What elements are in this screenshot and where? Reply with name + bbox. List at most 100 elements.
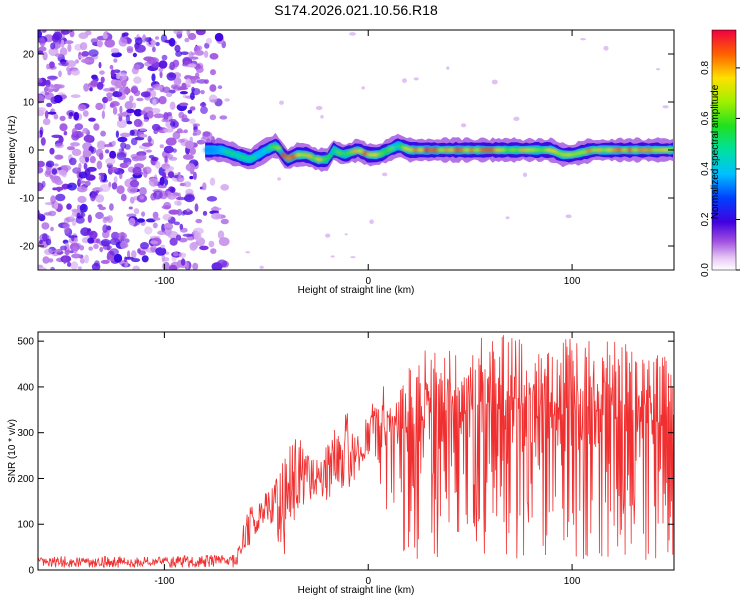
noise-blob	[133, 118, 143, 128]
ridge-mark	[478, 147, 486, 153]
noise-blob	[71, 127, 77, 136]
noise-blob	[189, 242, 198, 251]
noise-blob	[150, 40, 157, 44]
noise-blob	[81, 51, 90, 57]
ridge-mark	[621, 147, 629, 153]
noise-blob	[71, 68, 80, 76]
noise-blob	[49, 147, 55, 155]
noise-blob	[58, 169, 67, 176]
noise-blob	[84, 254, 89, 264]
ridge-mark	[443, 147, 451, 153]
noise-blob	[128, 217, 136, 226]
noise-blob	[154, 161, 161, 169]
noise-blob	[106, 92, 114, 98]
noise-blob	[129, 179, 140, 188]
y-tick-label: 500	[17, 337, 34, 348]
ridge-mark	[203, 147, 211, 153]
noise-blob	[67, 262, 72, 267]
x-tick-label: -100	[154, 576, 174, 587]
noise-blob	[206, 196, 218, 202]
noise-blob	[55, 193, 66, 202]
noise-blob	[189, 56, 199, 60]
ridge-mark	[356, 148, 364, 154]
ridge-mark	[427, 147, 435, 153]
noise-blob	[87, 214, 92, 223]
ridge-mark	[657, 147, 665, 153]
noise-blob	[135, 37, 143, 46]
noise-blob	[95, 194, 105, 203]
noise-blob	[77, 104, 87, 111]
noise-blob	[42, 233, 48, 242]
noise-blob	[100, 130, 106, 137]
noise-blob	[54, 201, 59, 210]
noise-blob	[113, 69, 121, 73]
noise-blob	[133, 208, 140, 215]
ridge-mark	[473, 147, 481, 153]
noise-blob	[196, 45, 203, 51]
ridge-mark	[397, 144, 405, 149]
noise-blob	[104, 149, 110, 154]
noise-blob	[72, 246, 78, 254]
noise-blob	[117, 136, 128, 143]
ridge-mark	[652, 147, 660, 153]
y-tick-label: 100	[17, 520, 34, 531]
noise-blob	[136, 97, 144, 102]
noise-blob	[99, 184, 111, 192]
ridge-mark	[641, 147, 650, 153]
noise-blob	[115, 73, 120, 80]
x-tick-label: 100	[564, 576, 581, 587]
noise-blob	[131, 250, 137, 259]
noise-blob	[185, 78, 192, 87]
noise-blob	[71, 148, 82, 156]
noise-blob	[71, 235, 75, 242]
ridge-mark	[458, 147, 466, 153]
noise-blob	[220, 218, 229, 225]
noise-blob	[176, 128, 183, 134]
noise-blob	[180, 258, 186, 266]
ridge-mark	[468, 147, 476, 153]
noise-blob	[157, 184, 167, 189]
noise-blob	[146, 57, 157, 65]
noise-blob	[105, 96, 113, 102]
noise-blob	[124, 101, 134, 110]
noise-blob	[350, 256, 356, 259]
noise-blob	[189, 106, 196, 111]
noise-blob	[144, 226, 153, 235]
noise-blob	[53, 43, 61, 49]
noise-blob	[50, 266, 55, 270]
noise-blob	[47, 88, 54, 93]
noise-blob	[505, 216, 510, 220]
noise-blob	[189, 147, 196, 155]
snr-frame	[37, 331, 675, 571]
noise-blob	[170, 187, 176, 193]
noise-blob	[55, 186, 64, 191]
noise-blob	[54, 143, 64, 149]
noise-blob	[79, 203, 88, 213]
colorbar-tick-label: 0.0	[700, 263, 711, 277]
noise-blob	[220, 184, 230, 191]
noise-blob	[47, 111, 57, 115]
noise-blob	[38, 160, 45, 168]
noise-blob	[126, 108, 135, 114]
noise-blob	[163, 112, 169, 121]
noise-blob	[209, 53, 219, 60]
noise-blob	[73, 111, 80, 121]
noise-blob	[181, 114, 188, 121]
noise-blob	[189, 118, 196, 124]
noise-blob	[158, 60, 168, 69]
noise-blob	[83, 83, 90, 92]
noise-blob	[51, 134, 63, 138]
noise-blob	[132, 265, 141, 270]
ridge-mark	[295, 152, 303, 157]
noise-blob	[104, 39, 116, 48]
noise-blob	[208, 240, 215, 248]
noise-blob	[152, 46, 156, 53]
ridge-mark	[315, 157, 323, 162]
snr-axis-ticks: -100 0 100 0 100 200 300 400 500	[17, 332, 674, 587]
noise-blob	[277, 177, 281, 181]
noise-blob	[45, 160, 55, 168]
spectrogram-y-axis-label: Frequency (Hz)	[7, 116, 18, 185]
ridge-mark	[417, 147, 425, 153]
noise-blob	[109, 102, 115, 108]
